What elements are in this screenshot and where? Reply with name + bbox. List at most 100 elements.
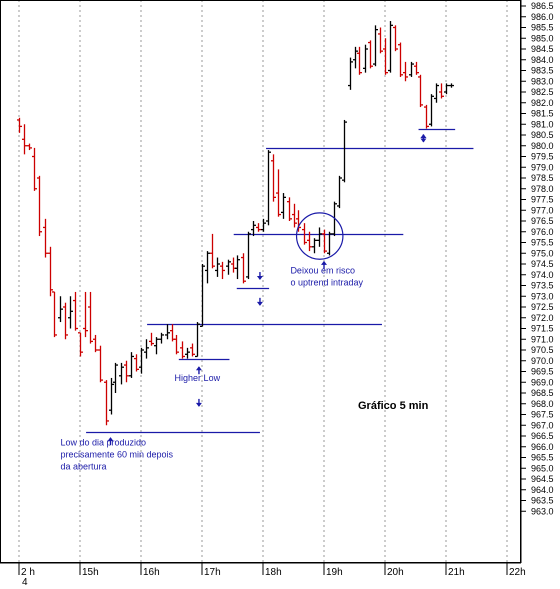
highlight-circle: [295, 212, 344, 260]
ohlc-bar: [63, 302, 68, 340]
ohlc-bar: [363, 44, 368, 73]
ohlc-bar: [287, 197, 292, 221]
ohlc-bar: [22, 124, 27, 155]
ohlc-bar: [27, 143, 32, 151]
x-tick-label: 22h: [509, 567, 526, 578]
x-tick-label: 16h: [143, 567, 160, 578]
ohlc-bar: [48, 246, 53, 297]
ohlc-bar: [378, 27, 383, 54]
y-tick-label: 977.5: [531, 195, 554, 205]
y-tick-label: 986.5: [531, 1, 554, 11]
y-tick-label: 986.0: [531, 12, 554, 22]
y-tick-label: 967.5: [531, 410, 554, 420]
arrow-down-icon: [256, 272, 263, 281]
ohlc-bar: [104, 380, 109, 426]
annotation-arrows: [107, 134, 427, 446]
ohlc-bar: [418, 74, 423, 108]
ohlc-bar: [119, 362, 124, 385]
y-tick-label: 972.5: [531, 302, 554, 312]
ohlc-bar: [444, 83, 449, 95]
y-tick-label: 963.5: [531, 496, 554, 506]
y-tick-label: 981.5: [531, 109, 554, 119]
y-tick-label: 966.5: [531, 431, 554, 441]
annotation-circle: [295, 212, 344, 260]
ohlc-bar: [393, 25, 398, 52]
y-tick-label: 975.0: [531, 248, 554, 258]
y-tick-label: 974.5: [531, 259, 554, 269]
y-tick-label: 972.0: [531, 313, 554, 323]
y-tick-label: 979.0: [531, 162, 554, 172]
ohlc-bar: [292, 203, 297, 228]
ohlc-bar: [78, 332, 83, 357]
y-tick-label: 977.0: [531, 205, 554, 215]
y-tick-label: 970.5: [531, 345, 554, 355]
ohlc-bar: [439, 83, 444, 99]
ohlc-bar: [388, 21, 393, 73]
ohlc-bar: [144, 339, 149, 359]
ohlc-bar: [129, 352, 134, 378]
annotation-text: Deixou em risco o uptrend intraday: [290, 266, 363, 288]
arrow-down-icon: [195, 398, 202, 407]
ohlc-bar: [113, 362, 118, 393]
ohlc-bar: [261, 218, 266, 232]
ohlc-bar: [52, 291, 57, 338]
ohlc-bar: [414, 61, 419, 75]
y-tick-label: 973.5: [531, 281, 554, 291]
y-tick-label: 966.0: [531, 442, 554, 452]
ohlc-bar: [83, 291, 88, 338]
grid-lines: [18, 0, 508, 563]
y-tick-label: 969.5: [531, 367, 554, 377]
ohlc-bar: [174, 334, 179, 355]
ohlc-bar: [429, 94, 434, 127]
plot-frame: [0, 0, 521, 563]
y-axis-ticks: 963.0963.5964.0964.5965.0965.5966.0966.5…: [521, 1, 554, 516]
arrow-down-icon: [420, 134, 427, 143]
ohlc-bar: [266, 150, 271, 226]
y-tick-label: 963.0: [531, 506, 554, 516]
y-tick-label: 979.5: [531, 152, 554, 162]
x-axis-ticks: 2 h 15h 16h 17h 18h 19h 20h 21h 22h: [18, 563, 526, 578]
annotation-texts: Low do dia produzido precisamente 60 min …: [60, 266, 363, 472]
support-resistance-lines: [86, 128, 474, 434]
ohlc-bar: [32, 147, 37, 191]
ohlc-bar: [357, 46, 362, 75]
x-tick-label: 19h: [326, 567, 343, 578]
y-tick-label: 981.0: [531, 119, 554, 129]
ohlc-bar: [409, 61, 414, 77]
ohlc-bar: [159, 332, 164, 344]
ohlc-bar: [434, 83, 439, 103]
y-tick-label: 980.0: [531, 141, 554, 151]
ohlc-bar: [185, 347, 190, 359]
ohlc-bar: [205, 251, 210, 284]
y-tick-label: 970.0: [531, 356, 554, 366]
ohlc-bar: [124, 360, 129, 383]
chart-title: Gráfico 5 min: [358, 400, 429, 412]
y-tick-label: 984.0: [531, 55, 554, 65]
x-tick-label: 17h: [204, 567, 221, 578]
y-tick-label: 976.5: [531, 216, 554, 226]
y-tick-label: 985.0: [531, 33, 554, 43]
y-tick-label: 969.0: [531, 377, 554, 387]
ohlc-bar: [398, 42, 403, 77]
y-tick-label: 982.5: [531, 87, 554, 97]
y-tick-label: 964.5: [531, 474, 554, 484]
ohlc-bar: [139, 347, 144, 374]
ohlc-bar: [210, 233, 215, 269]
ohlc-bar: [43, 218, 48, 258]
ohlc-bar: [149, 332, 154, 346]
ohlc-bar: [73, 291, 78, 331]
arrow-up-icon: [321, 260, 327, 269]
y-tick-label: 975.5: [531, 238, 554, 248]
y-tick-label: 965.5: [531, 453, 554, 463]
ohlc-bar: [235, 255, 240, 280]
ohlc-bar: [68, 296, 73, 329]
ohlc-bar: [348, 57, 353, 90]
y-tick-label: 967.0: [531, 420, 554, 430]
ohlc-bar: [383, 38, 388, 75]
ohlc-bar: [109, 377, 114, 415]
ohlc-bar: [373, 25, 378, 67]
ohlc-bar: [307, 231, 312, 252]
ohlc-bar: [226, 259, 231, 275]
ohlc-bar: [271, 154, 276, 202]
